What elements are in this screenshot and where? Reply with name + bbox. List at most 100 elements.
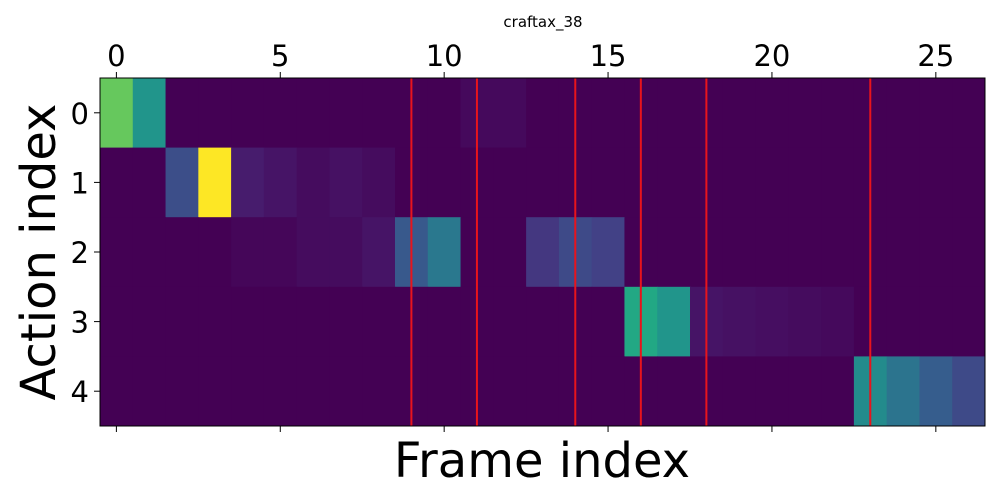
heatmap-cell-r2-c3 <box>198 217 232 288</box>
heatmap-cell-r0-c1 <box>132 78 167 149</box>
heatmap-cell-r0-c13 <box>526 78 560 149</box>
heatmap-cell-r1-c25 <box>919 147 953 218</box>
heatmap-cell-r3-c10 <box>427 286 462 357</box>
heatmap-cell-r4-c21 <box>788 356 822 427</box>
heatmap-cell-r1-c20 <box>755 147 789 218</box>
heatmap-cell-r2-c19 <box>722 217 757 288</box>
y-axis-ticks: 0 1 2 3 4 <box>71 97 100 409</box>
heatmap-cell-r1-c26 <box>952 147 986 218</box>
heatmap-cell-r2-c6 <box>296 217 330 288</box>
heatmap-cell-r2-c21 <box>788 217 822 288</box>
heatmap-cell-r3-c0 <box>100 286 134 357</box>
heatmap-cell-r2-c7 <box>329 217 363 288</box>
x-tick-label-10: 10 <box>426 39 463 73</box>
y-tick-label-3: 3 <box>71 306 89 340</box>
heatmap-cell-r0-c0 <box>100 78 134 149</box>
heatmap-cell-r1-c17 <box>657 147 691 218</box>
heatmap-cell-r0-c22 <box>821 78 855 149</box>
x-tick-label-5: 5 <box>271 39 289 73</box>
heatmap-cell-r2-c13 <box>526 217 560 288</box>
heatmap-cell-r0-c24 <box>886 78 920 149</box>
heatmap-cell-r2-c15 <box>591 217 625 288</box>
heatmap-cell-r2-c20 <box>755 217 789 288</box>
heatmap-cell-r3-c13 <box>526 286 560 357</box>
heatmap-cell-r0-c6 <box>296 78 330 149</box>
heatmap-cell-r2-c8 <box>362 217 396 288</box>
heatmap-cell-r1-c15 <box>591 147 625 218</box>
heatmap-cell-r4-c5 <box>263 356 298 427</box>
x-tick-label-25: 25 <box>917 39 954 73</box>
heatmap-cell-r1-c5 <box>263 147 298 218</box>
heatmap-cell-r1-c22 <box>821 147 855 218</box>
heatmap-cell-r3-c17 <box>657 286 691 357</box>
heatmap-cell-r2-c1 <box>132 217 167 288</box>
x-tick-label-20: 20 <box>753 39 790 73</box>
heatmap-cell-r1-c0 <box>100 147 134 218</box>
heatmap-cell-r3-c24 <box>886 286 920 357</box>
heatmap-cell-r4-c25 <box>919 356 953 427</box>
heatmap-cell-r4-c8 <box>362 356 396 427</box>
heatmap-cell-r0-c26 <box>952 78 986 149</box>
heatmap-cell-r4-c6 <box>296 356 330 427</box>
heatmap-cell-r4-c24 <box>886 356 920 427</box>
heatmap-cell-r3-c6 <box>296 286 330 357</box>
heatmap-cell-r3-c22 <box>821 286 855 357</box>
y-tick-label-0: 0 <box>71 97 89 131</box>
x-tick-label-0: 0 <box>107 39 125 73</box>
heatmap-cell-r4-c2 <box>165 356 199 427</box>
chart-title: craftax_38 <box>503 13 582 32</box>
heatmap-cells <box>100 78 986 427</box>
heatmap-cell-r0-c3 <box>198 78 232 149</box>
y-tick-label-1: 1 <box>71 166 89 200</box>
heatmap-cell-r0-c21 <box>788 78 822 149</box>
heatmap-cell-r4-c15 <box>591 356 625 427</box>
heatmap-cell-r0-c10 <box>427 78 462 149</box>
heatmap-cell-r3-c1 <box>132 286 167 357</box>
heatmap-cell-r4-c0 <box>100 356 134 427</box>
heatmap-cell-r2-c25 <box>919 217 953 288</box>
heatmap-cell-r3-c15 <box>591 286 625 357</box>
heatmap-cell-r2-c5 <box>263 217 298 288</box>
heatmap-cell-r0-c4 <box>231 78 265 149</box>
heatmap-cell-r3-c20 <box>755 286 789 357</box>
heatmap-cell-r2-c0 <box>100 217 134 288</box>
heatmap-cell-r4-c22 <box>821 356 855 427</box>
y-tick-label-2: 2 <box>71 236 89 270</box>
heatmap-cell-r4-c19 <box>722 356 757 427</box>
heatmap-cell-r1-c3 <box>198 147 232 218</box>
heatmap-cell-r0-c17 <box>657 78 691 149</box>
heatmap-cell-r1-c21 <box>788 147 822 218</box>
heatmap-cell-r0-c19 <box>722 78 757 149</box>
heatmap-cell-r4-c13 <box>526 356 560 427</box>
heatmap-cell-r1-c1 <box>132 147 167 218</box>
heatmap-cell-r2-c24 <box>886 217 920 288</box>
heatmap-cell-r1-c7 <box>329 147 363 218</box>
heatmap-cell-r3-c2 <box>165 286 199 357</box>
heatmap-cell-r4-c20 <box>755 356 789 427</box>
heatmap-cell-r2-c26 <box>952 217 986 288</box>
heatmap-cell-r1-c24 <box>886 147 920 218</box>
heatmap-cell-r3-c21 <box>788 286 822 357</box>
heatmap-cell-r3-c19 <box>722 286 757 357</box>
heatmap-cell-r3-c25 <box>919 286 953 357</box>
heatmap-cell-r4-c7 <box>329 356 363 427</box>
y-axis-title: Action index <box>11 104 67 401</box>
heatmap-cell-r3-c7 <box>329 286 363 357</box>
y-tick-label-4: 4 <box>71 375 89 409</box>
heatmap-cell-r1-c4 <box>231 147 265 218</box>
heatmap-cell-r2-c22 <box>821 217 855 288</box>
heatmap-cell-r4-c1 <box>132 356 167 427</box>
heatmap-cell-r3-c8 <box>362 286 396 357</box>
heatmap-cell-r0-c8 <box>362 78 396 149</box>
heatmap-cell-r2-c12 <box>493 217 527 288</box>
heatmap-cell-r2-c17 <box>657 217 691 288</box>
heatmap-cell-r3-c3 <box>198 286 232 357</box>
vertical-marker-lines <box>410 78 872 426</box>
heatmap-cell-r3-c26 <box>952 286 986 357</box>
heatmap-cell-r1-c8 <box>362 147 396 218</box>
heatmap-cell-r0-c20 <box>755 78 789 149</box>
heatmap-cell-r2-c4 <box>231 217 265 288</box>
heatmap-cell-r2-c10 <box>427 217 462 288</box>
heatmap-cell-r4-c3 <box>198 356 232 427</box>
